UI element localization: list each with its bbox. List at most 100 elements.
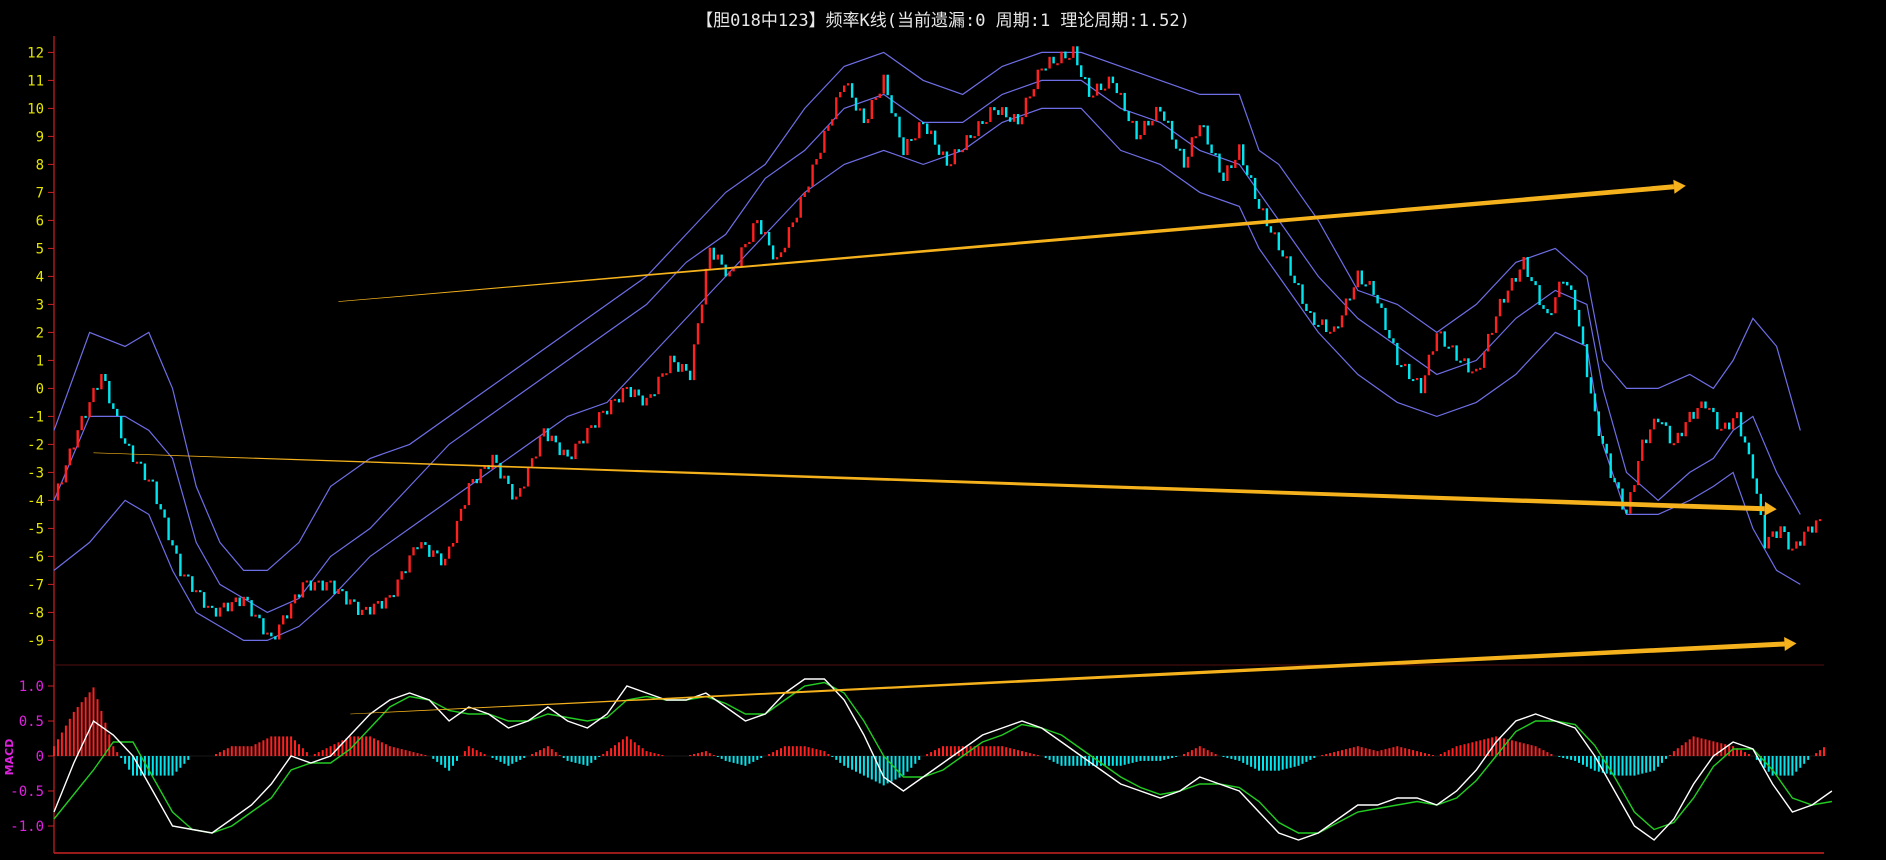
candle [811,164,814,187]
candle [519,488,522,497]
candle [64,465,68,483]
y-tick-label: 2 [36,325,44,341]
candle [1502,298,1506,303]
candle [554,435,557,443]
candle [1344,298,1348,316]
y-tick-label: -5 [27,521,44,537]
y-tick-label: 5 [36,241,44,257]
candle [926,123,929,134]
candle [1020,117,1024,125]
candle [969,135,972,138]
candle [1475,368,1478,372]
candle [1115,83,1118,94]
candle [123,438,127,444]
candle [534,456,538,459]
candle [455,520,459,543]
candle [945,151,949,166]
y-tick-label: 1 [36,353,44,369]
candle [1044,68,1047,71]
candle [633,389,636,398]
bollinger-bands [53,51,1801,641]
candle [649,394,652,398]
candle [752,223,755,242]
candle [1076,46,1079,66]
candle [68,448,71,466]
candle [1392,338,1395,343]
candle [989,107,992,122]
candle [1684,422,1687,437]
candle [617,398,621,403]
candle [1795,541,1798,549]
candle [530,458,534,467]
candle [1479,367,1482,370]
candle [262,618,265,635]
candle [1281,250,1284,257]
candle [108,381,111,404]
candle [850,83,854,98]
candle [708,247,712,269]
candle [88,402,91,418]
macd-tick-label: 0.5 [19,714,44,730]
candle [191,576,194,592]
candle [1230,165,1233,168]
macd-panel [53,678,1833,841]
trend-arrow-head [1673,179,1686,194]
y-tick-label: 11 [27,73,44,89]
candle [495,454,498,463]
candle [728,271,731,277]
candle [305,580,309,583]
candle [1095,83,1099,96]
candle [139,461,143,464]
candle [933,130,937,145]
candle [1005,107,1008,118]
candle [440,553,443,566]
candle [523,486,526,489]
candle [870,100,873,119]
candle [1001,107,1004,115]
candle [1692,411,1695,419]
candle [1751,454,1755,479]
candle [408,555,411,573]
y-tick-label: 12 [27,45,44,61]
candle [1368,281,1371,285]
candle [1672,443,1676,446]
candle [1352,287,1356,300]
candle [238,597,241,607]
candle [1803,531,1806,546]
candle [981,121,984,124]
candle [171,540,174,546]
candle [1467,358,1470,373]
candle [479,468,482,484]
candle [1818,519,1822,522]
candle [222,602,226,608]
candle [1372,281,1375,295]
candle [771,245,775,260]
candle [1194,136,1197,139]
candle [1451,345,1454,348]
candle [1542,305,1545,309]
candle [1767,536,1770,549]
candle [1273,232,1276,235]
candle [1708,407,1711,410]
candle [1601,436,1604,444]
candle [961,150,964,153]
candle [941,151,945,155]
candle [345,591,348,605]
candle [1257,199,1261,209]
candle [254,614,257,617]
candle [195,590,198,593]
candle [748,241,751,244]
candle [80,415,83,431]
candle [1688,411,1691,423]
candle [116,408,119,416]
candle [677,362,680,372]
candle [882,74,885,94]
candle [685,364,688,371]
candle [862,108,866,123]
y-tick-label: 4 [36,269,44,285]
candle [1593,393,1597,412]
candle [910,139,913,141]
candle [1404,363,1407,367]
candle [977,121,980,137]
candle [1728,422,1731,430]
